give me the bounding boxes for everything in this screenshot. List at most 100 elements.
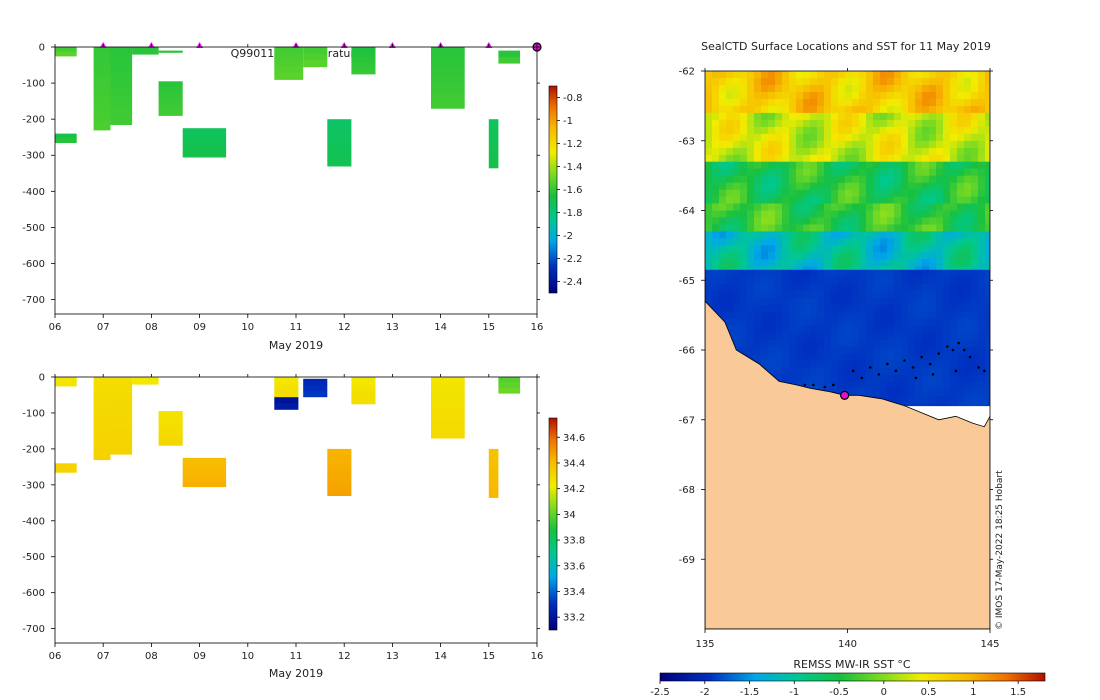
sst-cell (936, 71, 944, 79)
data-block (431, 407, 465, 415)
data-block (327, 142, 352, 149)
sst-cell (831, 217, 839, 225)
sst-cell (754, 175, 762, 183)
sst-cell (971, 252, 979, 260)
sst-cell (915, 353, 923, 362)
sst-cell (922, 210, 930, 218)
sst-cell (936, 353, 944, 362)
sst-cell (957, 252, 965, 260)
sst-cell (838, 224, 846, 232)
sst-cell (789, 154, 797, 163)
sst-cell (901, 106, 909, 114)
sst-cell (768, 367, 776, 376)
sst-cell (908, 112, 916, 121)
sst-cell (978, 71, 986, 79)
sst-cell (915, 402, 923, 407)
sst-cell (712, 85, 720, 93)
sst-cell (887, 360, 895, 369)
sst-cell (775, 210, 783, 218)
sst-cell (768, 318, 776, 327)
sst-cell (740, 224, 748, 232)
sst-cell (782, 133, 790, 142)
sst-cell (782, 78, 790, 86)
sst-cell (712, 259, 720, 267)
sst-cell (887, 203, 895, 211)
temperature-colorbar-ticks: -0.8-1-1.2-1.4-1.6-1.8-2-2.2-2.4 (557, 93, 583, 288)
sst-cell (971, 168, 979, 176)
sst-cell (838, 217, 846, 225)
data-block (110, 82, 133, 90)
data-block (274, 377, 299, 384)
sst-cell (915, 245, 923, 253)
sst-cell (943, 78, 951, 86)
sst-cell (740, 339, 748, 348)
sst-cell (929, 182, 937, 190)
sst-cell (943, 238, 951, 246)
sst-cell (838, 106, 846, 114)
sst-cell (866, 276, 874, 285)
sst-cell (915, 311, 923, 320)
sst-cell (964, 133, 972, 142)
sst-cell (705, 269, 713, 278)
sst-cell (803, 245, 811, 253)
sst-cell (719, 106, 727, 114)
sst-cell (761, 112, 769, 121)
sst-cell (845, 297, 853, 306)
sst-cell (915, 119, 923, 128)
sst-cell (838, 374, 846, 383)
map-latitude-axis: -62-63-64-65-66-67-68-69 (679, 67, 993, 566)
sst-cell (929, 140, 937, 149)
sst-cell (810, 332, 818, 341)
sst-cell (894, 154, 902, 163)
sst-cell (768, 353, 776, 362)
data-block (93, 424, 111, 431)
track-point (851, 369, 855, 373)
sst-cell (775, 304, 783, 313)
sst-cell (852, 71, 860, 79)
data-block (498, 377, 521, 383)
sst-cell (733, 245, 741, 253)
y-tick-label: -600 (22, 259, 45, 270)
sst-cell (726, 133, 734, 142)
sst-cell (873, 140, 881, 149)
sst-cell (901, 119, 909, 128)
sst-cell (782, 346, 790, 355)
sst-cell (845, 196, 853, 204)
sst-cell (880, 175, 888, 183)
sst-cell (733, 99, 741, 107)
sst-cell (908, 106, 916, 114)
sst-cell (761, 304, 769, 313)
data-block (488, 161, 499, 169)
sst-cell (971, 402, 979, 407)
sst-cell (831, 140, 839, 149)
sst-cell (894, 304, 902, 313)
sst-cell (768, 245, 776, 253)
sst-cell (957, 339, 965, 348)
sst-cell (978, 381, 986, 390)
sst-cell (908, 147, 916, 156)
sst-cell (831, 182, 839, 190)
sst-cell (824, 231, 832, 239)
sst-cell (922, 245, 930, 253)
sst-cell (817, 332, 825, 341)
data-block (110, 442, 133, 449)
sst-cell (978, 189, 986, 197)
sst-cell (768, 161, 776, 169)
sst-cell (894, 252, 902, 260)
sst-cell (719, 224, 727, 232)
sst-cell (894, 85, 902, 93)
sst-cell (747, 231, 755, 239)
sst-cell (747, 210, 755, 218)
sst-cell (726, 175, 734, 183)
sst-cell (761, 85, 769, 93)
sst-cell (873, 147, 881, 156)
sst-cell (985, 119, 990, 128)
sst-cell (761, 259, 769, 267)
sst-cell (873, 388, 881, 397)
data-block (55, 133, 77, 139)
colorbar-tick-label: -1.6 (563, 185, 583, 196)
sst-cell (803, 92, 811, 100)
data-block (93, 82, 111, 89)
sst-cell (845, 168, 853, 176)
y-tick-label: 0 (39, 373, 45, 384)
